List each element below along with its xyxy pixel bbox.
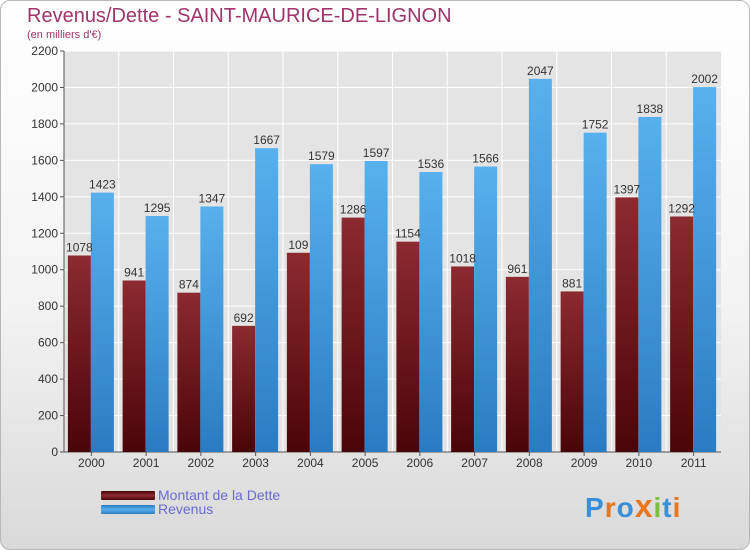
value-label-debt-2001: 941 <box>124 265 144 279</box>
legend-swatch-revenus <box>101 504 155 514</box>
x-tick-label-2006: 2006 <box>407 456 434 470</box>
value-label-revenus-2008: 2047 <box>527 64 554 78</box>
value-label-debt-2010: 1397 <box>614 182 641 196</box>
logo-letter: i <box>653 492 663 523</box>
bar-debt-2011 <box>670 216 694 452</box>
chart-subtitle: (en milliers d'€) <box>27 29 102 41</box>
y-tick-label: 1000 <box>31 263 58 277</box>
x-tick-label-2002: 2002 <box>188 456 215 470</box>
legend-item-revenus: Revenus <box>101 500 213 518</box>
bar-revenus-2000 <box>90 192 114 452</box>
value-label-debt-2000: 1078 <box>66 241 93 255</box>
value-label-revenus-2006: 1536 <box>418 157 445 171</box>
value-label-revenus-2011: 2002 <box>691 72 718 86</box>
legend-label-revenus: Revenus <box>158 501 214 517</box>
value-label-debt-2003: 692 <box>234 311 254 325</box>
value-label-revenus-2002: 1347 <box>199 191 226 205</box>
bar-debt-2010 <box>615 197 639 452</box>
bar-debt-2001 <box>122 280 146 452</box>
bar-revenus-2004 <box>309 164 333 453</box>
y-tick-label: 800 <box>38 299 58 313</box>
x-tick-label-2001: 2001 <box>133 456 160 470</box>
logo-letter: r <box>604 492 617 523</box>
x-tick-label-2000: 2000 <box>78 456 105 470</box>
logo-letter: t <box>662 492 673 523</box>
y-tick-label: 200 <box>38 409 58 423</box>
bar-debt-2000 <box>67 255 91 452</box>
value-label-debt-2008: 961 <box>507 262 527 276</box>
y-tick-label: 0 <box>51 445 58 459</box>
chart-title: Revenus/Dette - SAINT-MAURICE-DE-LIGNON <box>27 5 452 27</box>
bar-revenus-2005 <box>364 160 388 452</box>
value-label-debt-2007: 1018 <box>449 251 476 265</box>
logo-letter: i <box>672 492 682 523</box>
value-label-revenus-2010: 1838 <box>637 102 664 116</box>
x-tick-label-2011: 2011 <box>681 456 707 470</box>
value-label-debt-2009: 881 <box>562 276 582 290</box>
bar-debt-2005 <box>341 217 365 452</box>
y-tick-label: 1200 <box>31 226 58 240</box>
value-label-revenus-2000: 1423 <box>89 178 116 192</box>
x-tick-label-2007: 2007 <box>461 456 488 470</box>
value-label-revenus-2004: 1579 <box>308 149 335 163</box>
value-label-debt-2006: 1154 <box>395 227 421 241</box>
y-tick-label: 2000 <box>31 80 58 94</box>
y-tick-label: 1800 <box>31 117 58 131</box>
x-tick-label-2004: 2004 <box>297 456 324 470</box>
bar-debt-2007 <box>451 266 475 452</box>
bar-debt-2008 <box>505 276 529 452</box>
y-tick-label: 400 <box>38 372 58 386</box>
y-tick-label: 600 <box>38 336 58 350</box>
bar-debt-2009 <box>560 291 584 452</box>
value-labels: 1078 1423 941 1295 874 1347 692 1667 109 1579 1286… <box>66 64 718 325</box>
logo-letter: P <box>585 492 605 523</box>
bar-revenus-2007 <box>474 166 498 452</box>
legend-swatch-debt <box>101 490 155 500</box>
bar-debt-2006 <box>396 241 420 452</box>
bar-revenus-2010 <box>638 116 662 452</box>
value-label-revenus-2001: 1295 <box>144 201 171 215</box>
legend-label-debt: Montant de la Dette <box>158 487 281 503</box>
bar-revenus-2008 <box>528 78 552 452</box>
y-tick-label: 1400 <box>31 190 58 204</box>
bar-revenus-2001 <box>145 215 169 452</box>
bar-revenus-2002 <box>200 206 224 452</box>
value-label-debt-2002: 874 <box>179 278 199 292</box>
x-tick-label-2010: 2010 <box>626 456 653 470</box>
bar-debt-2004 <box>286 252 310 452</box>
logo-letter: x <box>634 488 654 524</box>
y-tick-label: 1600 <box>31 153 58 167</box>
bar-debt-2003 <box>232 325 256 452</box>
grid-lines <box>64 50 721 452</box>
bar-revenus-2003 <box>255 148 279 452</box>
value-label-revenus-2007: 1566 <box>472 152 499 166</box>
proxiti-logo: Proxiti <box>585 488 681 525</box>
x-tick-label-2003: 2003 <box>242 456 269 470</box>
axes: 0 200 400 600 800 1000 1200 1400 1600 1800 2000 220… <box>31 44 721 470</box>
bar-revenus-2009 <box>583 132 607 452</box>
bar-revenus-2011 <box>693 87 717 452</box>
value-label-revenus-2003: 1667 <box>253 133 280 147</box>
x-tick-label-2005: 2005 <box>352 456 379 470</box>
x-tick-label-2009: 2009 <box>571 456 598 470</box>
value-label-revenus-2009: 1752 <box>582 118 609 132</box>
bar-revenus-2006 <box>419 172 443 452</box>
y-tick-label: 2200 <box>31 44 58 58</box>
x-tick-label-2008: 2008 <box>516 456 543 470</box>
value-label-debt-2011: 1292 <box>668 202 695 216</box>
value-label-revenus-2005: 1597 <box>363 146 390 160</box>
logo-letter: o <box>616 492 635 523</box>
bar-debt-2002 <box>177 292 201 452</box>
legend-item-debt: Montant de la Dette <box>101 486 280 504</box>
bars <box>67 78 717 453</box>
value-label-debt-2005: 1286 <box>340 203 367 217</box>
value-label-debt-2004: 109 <box>288 238 308 252</box>
